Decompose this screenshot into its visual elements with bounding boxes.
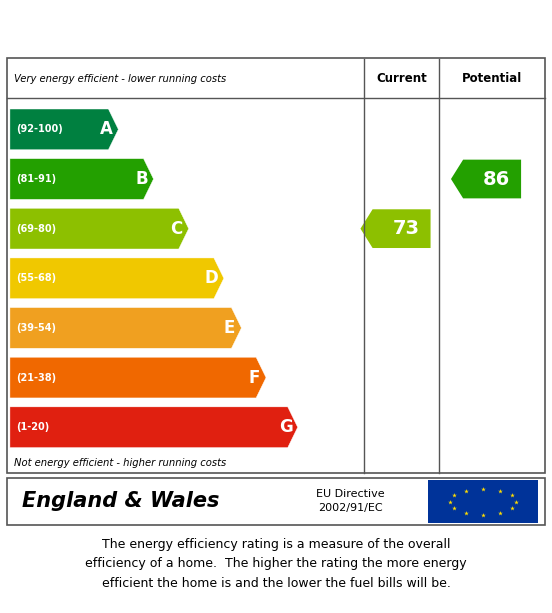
Text: D: D <box>205 269 219 287</box>
Text: B: B <box>135 170 147 188</box>
Text: Very energy efficient - lower running costs: Very energy efficient - lower running co… <box>14 74 226 85</box>
Polygon shape <box>10 258 224 299</box>
Text: Potential: Potential <box>462 72 522 85</box>
Text: G: G <box>279 418 293 436</box>
Text: Current: Current <box>376 72 427 85</box>
Text: 86: 86 <box>483 170 510 189</box>
Polygon shape <box>10 407 298 447</box>
Text: (21-38): (21-38) <box>17 373 57 383</box>
Text: (1-20): (1-20) <box>17 422 50 432</box>
Text: E: E <box>224 319 235 337</box>
Text: (69-80): (69-80) <box>17 224 57 234</box>
Text: 73: 73 <box>392 219 420 238</box>
Text: (39-54): (39-54) <box>17 323 56 333</box>
Text: (92-100): (92-100) <box>17 124 63 134</box>
Text: (81-91): (81-91) <box>17 174 57 184</box>
Text: (55-68): (55-68) <box>17 273 57 283</box>
Bar <box>428 481 538 523</box>
Text: The energy efficiency rating is a measure of the overall
efficiency of a home.  : The energy efficiency rating is a measur… <box>85 538 467 590</box>
Bar <box>7 478 545 525</box>
Text: F: F <box>248 368 259 387</box>
Polygon shape <box>360 209 431 248</box>
Polygon shape <box>10 357 266 398</box>
Polygon shape <box>10 308 241 348</box>
Polygon shape <box>10 208 189 249</box>
Text: A: A <box>100 120 113 139</box>
Text: Energy Efficiency Rating: Energy Efficiency Rating <box>14 17 339 41</box>
Text: England & Wales: England & Wales <box>22 490 220 511</box>
Text: C: C <box>171 219 183 238</box>
Polygon shape <box>451 159 521 199</box>
Text: EU Directive
2002/91/EC: EU Directive 2002/91/EC <box>316 489 385 512</box>
Text: Not energy efficient - higher running costs: Not energy efficient - higher running co… <box>14 457 226 468</box>
Polygon shape <box>10 109 118 150</box>
Polygon shape <box>10 159 153 199</box>
